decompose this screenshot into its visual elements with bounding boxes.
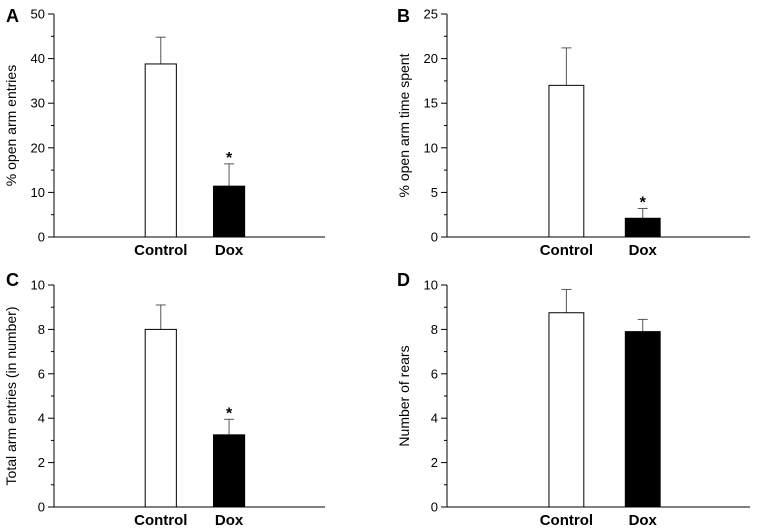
y-tick-label: 0 <box>38 500 45 515</box>
y-tick-label: 0 <box>431 230 438 245</box>
x-category-label: Dox <box>629 242 658 259</box>
bar-dox <box>212 434 246 508</box>
panel-letter: C <box>6 270 19 290</box>
bar-dox <box>624 331 661 508</box>
x-category-label: Dox <box>215 512 244 529</box>
x-category-label: Dox <box>215 242 244 259</box>
significance-marker: * <box>640 194 647 211</box>
x-category-label: Control <box>540 512 593 529</box>
significance-marker: * <box>226 405 233 422</box>
y-tick-label: 30 <box>31 96 45 111</box>
bar-control <box>548 312 585 508</box>
panel-d: D Number of rears 0 2 4 6 8 10 Control Dox <box>396 270 750 529</box>
y-tick-label: 6 <box>431 366 438 381</box>
x-category-label: Control <box>134 512 187 529</box>
y-tick-label: 10 <box>424 140 438 155</box>
y-tick-label: 10 <box>424 278 438 293</box>
y-tick-label: 40 <box>31 51 45 66</box>
y-tick-label: 10 <box>31 185 45 200</box>
y-tick-label: 8 <box>431 322 438 337</box>
y-axis-title: % open arm time spent <box>396 53 412 197</box>
panel-letter: D <box>397 270 410 290</box>
y-tick-label: 0 <box>38 230 45 245</box>
y-tick-label: 2 <box>38 455 45 470</box>
y-tick-label: 6 <box>38 366 45 381</box>
bar-control <box>144 328 177 508</box>
x-category-label: Dox <box>629 512 658 529</box>
y-tick-label: 2 <box>431 455 438 470</box>
panel-c: C Total arm entries (in number) 0 2 4 6 8 10 Con… <box>3 270 325 529</box>
panel-letter: B <box>397 6 410 26</box>
bar-dox <box>624 217 661 238</box>
y-tick-label: 20 <box>424 51 438 66</box>
y-axis-title: % open arm entries <box>3 65 19 186</box>
y-axis-title: Number of rears <box>396 345 412 446</box>
bar-control <box>144 63 177 238</box>
y-tick-label: 0 <box>431 500 438 515</box>
y-tick-label: 8 <box>38 322 45 337</box>
bar-dox <box>212 185 246 238</box>
y-tick-label: 4 <box>431 411 438 426</box>
y-tick-label: 15 <box>424 96 438 111</box>
significance-marker: * <box>226 150 233 167</box>
x-category-label: Control <box>134 242 187 259</box>
y-tick-label: 4 <box>38 411 45 426</box>
panel-letter: A <box>6 6 19 26</box>
panel-b: B % open arm time spent 0 5 10 15 20 25 Control *… <box>396 6 750 259</box>
y-axis-title: Total arm entries (in number) <box>3 307 19 486</box>
bar-control <box>548 84 585 238</box>
x-category-label: Control <box>540 242 593 259</box>
y-tick-label: 10 <box>31 278 45 293</box>
y-tick-label: 5 <box>431 185 438 200</box>
y-tick-label: 20 <box>31 140 45 155</box>
y-tick-label: 25 <box>424 7 438 22</box>
y-tick-label: 50 <box>31 7 45 22</box>
panel-a: A % open arm entries 0 10 20 30 40 50 Control * Do… <box>3 6 325 259</box>
